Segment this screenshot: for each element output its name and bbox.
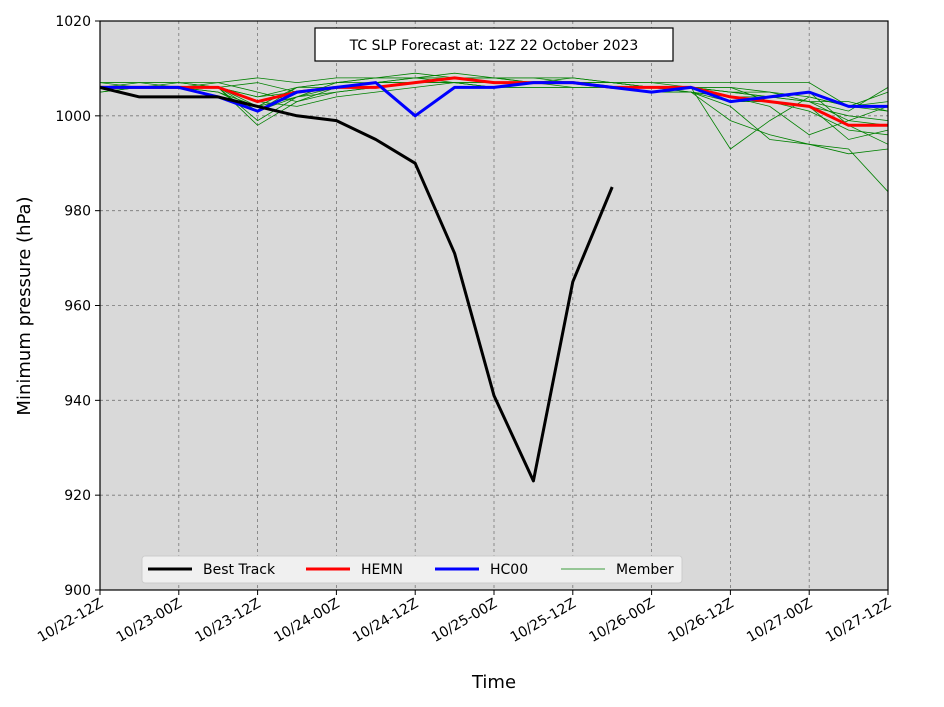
y-tick-label: 900 xyxy=(64,583,91,599)
x-tick-label: 10/24-00Z xyxy=(271,596,342,646)
y-tick-label: 980 xyxy=(64,204,91,220)
y-axis-ticks: 900 920 940 960 980 1000 1020 xyxy=(55,14,100,599)
x-tick-label: 10/23-12Z xyxy=(193,596,264,646)
legend-box xyxy=(141,555,683,584)
member-line xyxy=(100,72,889,107)
x-tick-label: 10/26-00Z xyxy=(587,596,658,646)
x-tick-label: 10/26-12Z xyxy=(665,596,736,646)
hemn-line xyxy=(100,76,888,127)
hc00-line xyxy=(100,81,888,118)
x-tick-label: 10/24-12Z xyxy=(350,596,421,646)
chart-title-box: TC SLP Forecast at: 12Z 22 October 2023 xyxy=(314,27,674,62)
x-axis-label: Time xyxy=(471,672,516,693)
main-lines xyxy=(99,76,888,483)
x-tick-label: 10/25-12Z xyxy=(508,596,579,646)
y-tick-label: 1020 xyxy=(55,14,91,30)
legend-label-best-track: Best Track xyxy=(203,562,276,578)
x-axis-ticks: 10/22-12Z 10/23-00Z 10/23-12Z 10/24-00Z 10/2… xyxy=(35,590,894,646)
x-tick-label: 10/27-12Z xyxy=(823,596,894,646)
best-track-line xyxy=(99,85,614,483)
x-tick-label: 10/22-12Z xyxy=(35,596,106,646)
legend-label-member: Member xyxy=(616,562,674,578)
legend-label-hemn: HEMN xyxy=(361,562,403,578)
y-tick-label: 960 xyxy=(64,299,91,315)
chart-title: TC SLP Forecast at: 12Z 22 October 2023 xyxy=(349,38,639,54)
y-tick-label: 920 xyxy=(64,488,91,504)
x-tick-label: 10/23-00Z xyxy=(114,596,185,646)
legend-label-hc00: HC00 xyxy=(490,562,528,578)
legend: Best Track HEMN HC00 Member xyxy=(141,555,683,584)
x-tick-label: 10/25-00Z xyxy=(429,596,500,646)
y-tick-label: 940 xyxy=(64,393,91,409)
x-tick-label: 10/27-00Z xyxy=(744,596,815,646)
y-axis-label: Minimum pressure (hPa) xyxy=(14,196,35,415)
y-tick-label: 1000 xyxy=(55,109,91,125)
grid-lines xyxy=(100,21,888,590)
